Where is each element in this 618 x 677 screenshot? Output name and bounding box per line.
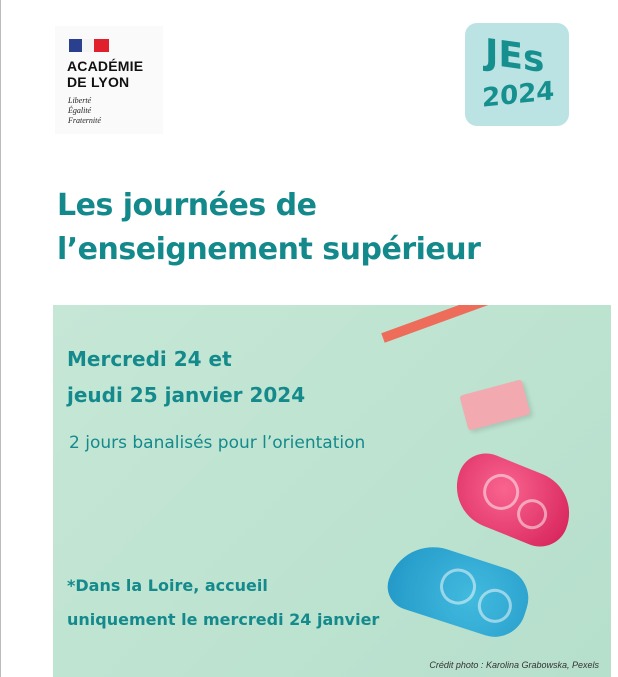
logo-line1: ACADÉMIE — [67, 58, 144, 74]
title-line1: Les journées de — [57, 188, 317, 223]
event-photo-panel: Mercredi 24 et jeudi 25 janvier 2024 2 j… — [53, 305, 611, 677]
jes-2024-badge: JEs 2024 — [465, 23, 569, 126]
event-dates: Mercredi 24 et jeudi 25 janvier 2024 — [67, 341, 305, 413]
logo-text: ACADÉMIE DE LYON — [67, 58, 143, 90]
date-line1: Mercredi 24 et — [67, 347, 232, 371]
loire-note: *Dans la Loire, accueil uniquement le me… — [67, 569, 379, 637]
logo-motto: Liberté Égalité Fraternité — [68, 96, 101, 126]
marianne-flag-icon — [69, 39, 109, 52]
page-title: Les journées de l’enseignement supérieur — [57, 184, 481, 272]
motto-liberte: Liberté — [68, 96, 92, 105]
title-line2: l’enseignement supérieur — [57, 232, 481, 267]
blue-correction-tape-illustration — [381, 535, 537, 645]
event-subtitle: 2 jours banalisés pour l’orientation — [69, 433, 366, 453]
motto-fraternite: Fraternité — [68, 116, 101, 125]
photo-credit: Crédit photo : Karolina Grabowska, Pexel… — [429, 660, 599, 670]
motto-egalite: Égalité — [68, 106, 92, 115]
logo-line2: DE LYON — [67, 74, 130, 90]
academie-lyon-logo: ACADÉMIE DE LYON Liberté Égalité Fratern… — [55, 26, 163, 134]
note-line2: uniquement le mercredi 24 janvier — [67, 610, 380, 629]
eraser-illustration — [459, 379, 531, 431]
pencil-illustration — [381, 305, 611, 343]
badge-line2: 2024 — [482, 76, 555, 114]
date-line2: jeudi 25 janvier 2024 — [67, 383, 306, 407]
note-line1: *Dans la Loire, accueil — [67, 576, 268, 595]
badge-line1: JEs — [485, 31, 545, 82]
red-correction-tape-illustration — [444, 445, 582, 555]
